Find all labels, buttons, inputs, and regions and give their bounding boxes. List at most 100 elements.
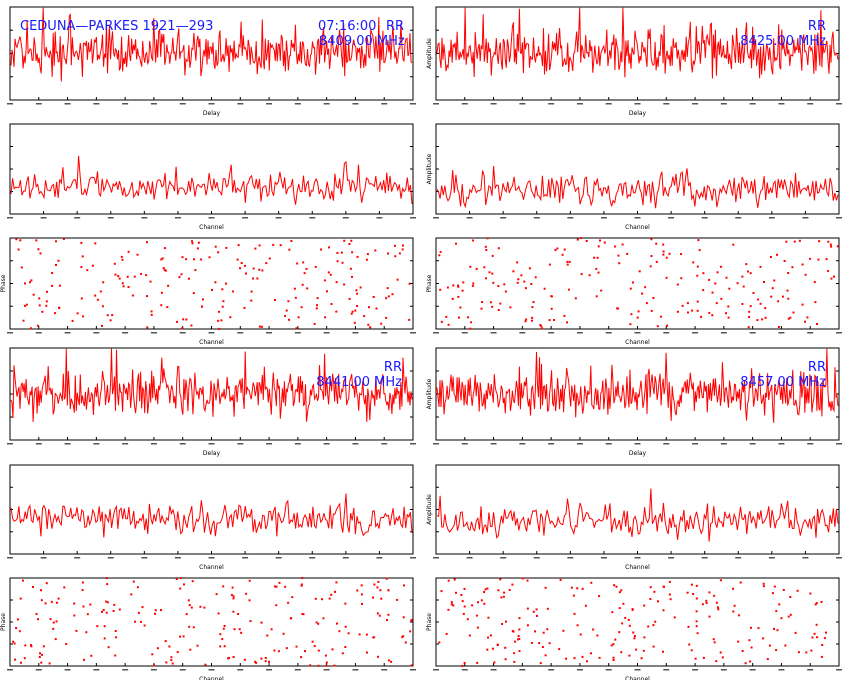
phase-point: [680, 253, 683, 255]
phase-point: [404, 641, 407, 644]
phase-point: [620, 589, 623, 592]
panel-phase-band-1: Channel Phase: [0, 237, 416, 346]
x-tick-label: [237, 332, 244, 334]
phase-point: [387, 613, 390, 616]
phase-point: [191, 240, 193, 243]
phase-point: [306, 287, 309, 290]
phase-point: [58, 306, 61, 309]
phase-point: [141, 606, 144, 609]
phase-point: [102, 281, 105, 284]
x-tick-label: [150, 332, 157, 334]
phase-point: [387, 252, 389, 255]
phase-point: [107, 646, 110, 649]
x-tick-label: [35, 669, 42, 671]
phase-point: [311, 640, 314, 643]
phase-point: [120, 255, 123, 258]
x-tick-label: [490, 332, 497, 334]
phase-point: [491, 272, 494, 275]
phase-point: [191, 580, 194, 583]
phase-point: [40, 599, 43, 602]
phase-point: [652, 645, 655, 648]
phase-point: [804, 320, 806, 323]
phase-point: [763, 281, 765, 283]
phase-point: [546, 607, 549, 610]
phase-point: [488, 271, 491, 274]
phase-point: [463, 661, 466, 664]
phase-point: [164, 640, 167, 643]
phase-point: [534, 276, 537, 279]
phase-point: [715, 601, 718, 604]
phase-point: [530, 641, 533, 644]
phase-point: [221, 288, 224, 291]
phase-point: [581, 655, 584, 658]
phase-point: [214, 281, 217, 284]
x-tick-label: [208, 217, 215, 219]
phase-point: [215, 593, 218, 596]
phase-point: [258, 268, 261, 271]
phase-point: [541, 646, 544, 648]
phase-point: [22, 319, 25, 322]
phase-point: [782, 589, 785, 591]
phase-point: [356, 589, 359, 592]
phase-point: [750, 626, 752, 629]
phase-point: [409, 630, 412, 633]
phase-point: [447, 579, 450, 582]
phase-point: [525, 318, 528, 321]
phase-point: [768, 644, 771, 647]
x-tick-label: [410, 669, 416, 671]
phase-point: [80, 241, 83, 244]
phase-point: [580, 237, 583, 240]
x-tick-label: [208, 669, 215, 671]
phase-point: [55, 620, 58, 623]
phase-point: [484, 588, 487, 591]
y-axis-label: Amplitude: [426, 38, 433, 69]
phase-point: [830, 245, 833, 248]
phase-point: [324, 654, 327, 657]
phase-point: [516, 261, 519, 264]
phase-point: [445, 315, 448, 318]
phase-point: [475, 267, 478, 270]
phase-point: [563, 314, 566, 317]
phase-point: [221, 305, 224, 308]
series-line: [436, 348, 839, 423]
x-tick-label: [433, 669, 439, 671]
phase-point: [324, 316, 327, 319]
phase-point: [752, 292, 755, 294]
phase-point: [38, 656, 41, 658]
phase-point: [30, 644, 32, 647]
band-4-polarization: RR: [807, 360, 826, 375]
plot-frame: [9, 123, 414, 215]
x-tick-label: [490, 103, 497, 105]
x-tick-label: [605, 103, 612, 105]
x-tick-label: [35, 443, 42, 445]
phase-point: [201, 305, 203, 308]
phase-point: [550, 295, 553, 298]
phase-point: [548, 319, 551, 322]
x-tick-label: [519, 103, 526, 105]
phase-point: [805, 651, 808, 654]
phase-point: [237, 613, 240, 615]
phase-point: [725, 312, 727, 315]
phase-point: [30, 645, 33, 648]
x-tick-label: [807, 443, 814, 445]
phase-point: [439, 250, 442, 253]
phase-point: [149, 280, 152, 283]
phase-point: [252, 277, 254, 280]
phase-point: [264, 657, 267, 659]
phase-point: [497, 285, 500, 288]
phase-point: [302, 613, 305, 616]
phase-point: [748, 639, 751, 642]
phase-point: [45, 300, 48, 303]
phase-point: [511, 583, 514, 586]
phase-point: [491, 254, 494, 257]
x-tick-label: [64, 443, 71, 445]
phase-point: [628, 654, 631, 657]
phase-point: [102, 609, 105, 611]
phase-point: [106, 314, 109, 317]
x-tick-label: [122, 332, 129, 334]
band-1-frequency: 8409.00 MHz: [319, 34, 405, 49]
phase-point: [642, 649, 645, 652]
phase-point: [86, 613, 89, 616]
phase-point: [243, 306, 246, 309]
phase-point: [523, 280, 526, 283]
